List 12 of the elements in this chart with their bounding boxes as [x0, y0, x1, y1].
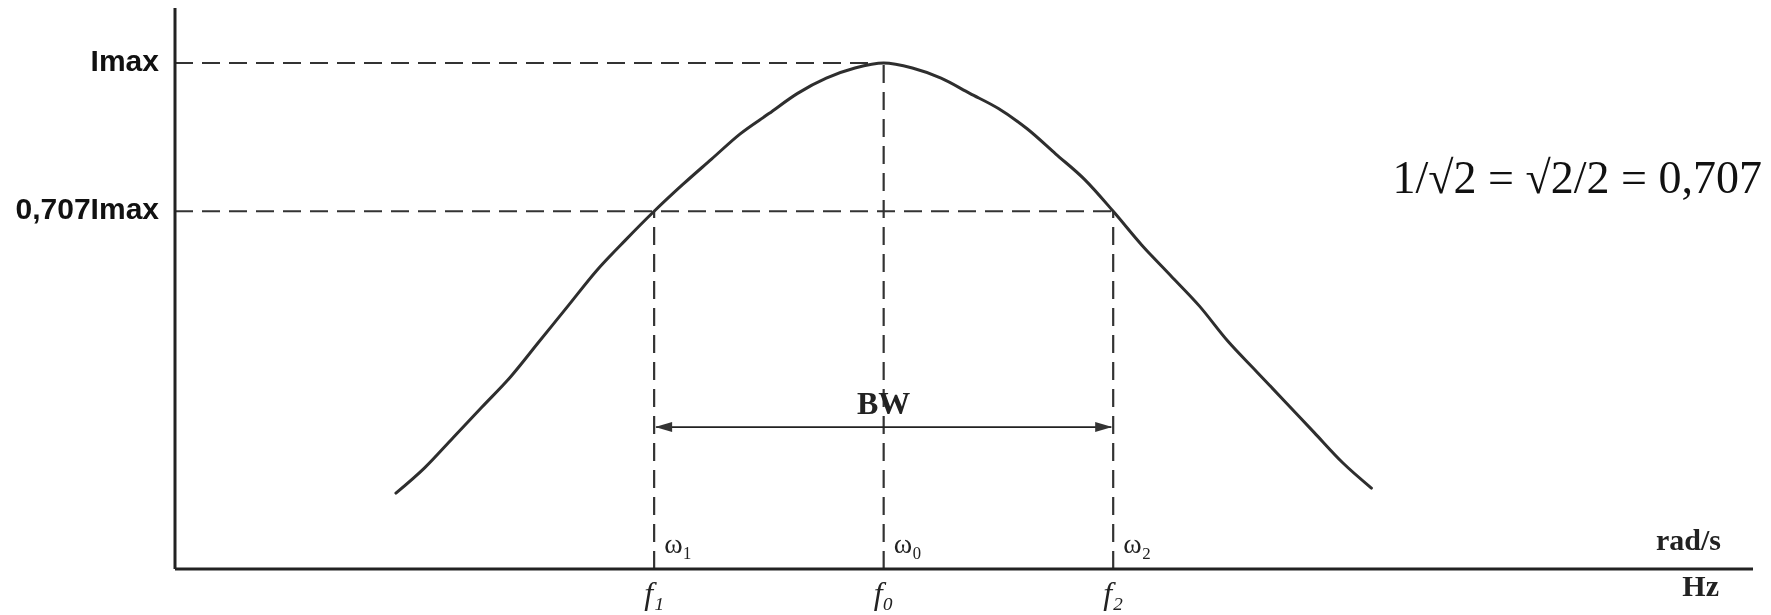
- x-tick-label: f₂: [1103, 575, 1124, 612]
- annotation: ω₁: [664, 528, 693, 560]
- annotation: ω₀: [893, 528, 922, 560]
- annotation: BW: [856, 385, 911, 422]
- annotation: ω₂: [1123, 528, 1152, 560]
- text: 1/√2 = √2/2 = 0,707: [1392, 151, 1762, 203]
- ref-line-label: 0,707Imax: [15, 192, 160, 226]
- x-tick-label: f₀: [873, 575, 894, 612]
- ref-line-label: Imax: [90, 43, 160, 77]
- text: Hz: [1682, 568, 1719, 602]
- text: rad/s: [1655, 522, 1721, 556]
- x-tick-label: f₁: [644, 575, 665, 612]
